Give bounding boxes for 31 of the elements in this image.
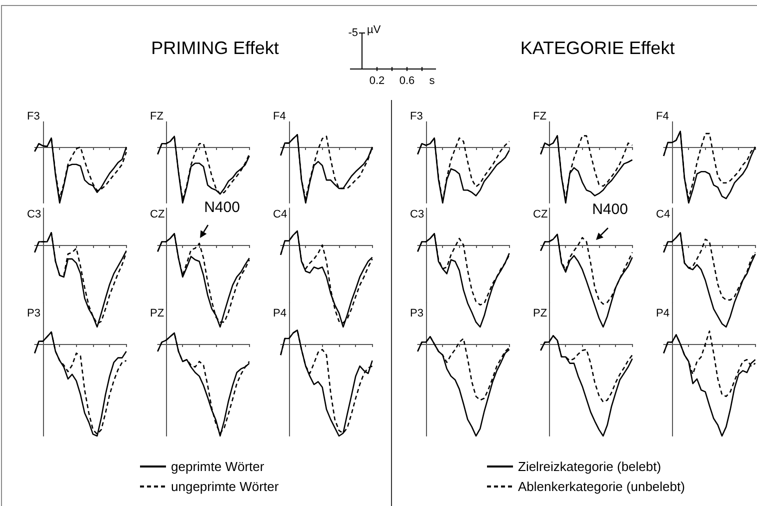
chart-title: CZ: [150, 208, 165, 220]
chart-title: C3: [410, 208, 424, 220]
chart-title: P4: [656, 308, 670, 320]
chart-title: P3: [27, 308, 40, 320]
annotation: N400: [592, 201, 628, 218]
legend-label: geprimte Wörter: [171, 459, 265, 474]
chart-title: F3: [410, 110, 423, 122]
text: PRIMING Effekt: [151, 38, 279, 58]
legend-label: Ablenkerkategorie (unbelebt): [518, 479, 685, 494]
text: s: [429, 75, 436, 87]
text: -5: [348, 27, 358, 39]
chart-title: F4: [273, 110, 286, 122]
chart-title: FZ: [150, 110, 164, 122]
chart-title: PZ: [533, 308, 548, 320]
text: 0.6: [399, 75, 415, 87]
annotation: N400: [204, 199, 240, 216]
chart-title: C4: [273, 208, 288, 220]
chart-title: FZ: [533, 110, 547, 122]
legend-label: Zielreizkategorie (belebt): [518, 459, 662, 474]
chart-title: F3: [27, 110, 40, 122]
legend-label: ungeprimte Wörter: [171, 479, 280, 494]
chart-title: P3: [410, 308, 424, 320]
chart-title: P4: [273, 308, 286, 320]
chart-title: PZ: [150, 308, 164, 320]
chart-title: C3: [27, 208, 42, 220]
chart-title: F4: [656, 110, 669, 122]
text: µV: [367, 24, 382, 36]
chart-title: CZ: [533, 208, 548, 220]
text: KATEGORIE Effekt: [520, 38, 675, 58]
chart-title: C4: [656, 208, 670, 220]
text: 0.2: [369, 75, 385, 87]
